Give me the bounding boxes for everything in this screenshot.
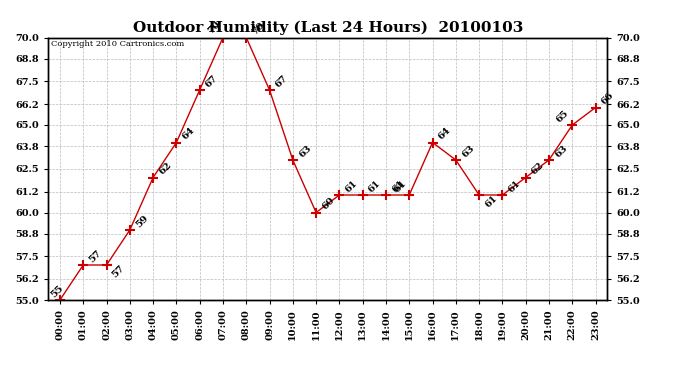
Text: 59: 59	[134, 213, 150, 229]
Text: 61: 61	[506, 178, 522, 194]
Text: 55: 55	[49, 283, 65, 299]
Text: 61: 61	[393, 178, 408, 194]
Text: 70: 70	[250, 21, 266, 37]
Text: 63: 63	[553, 143, 569, 159]
Text: 61: 61	[483, 194, 499, 210]
Text: 70: 70	[206, 20, 222, 35]
Text: 67: 67	[204, 73, 219, 89]
Text: 64: 64	[437, 126, 453, 142]
Text: 57: 57	[110, 264, 126, 279]
Text: 61: 61	[390, 178, 406, 194]
Text: 67: 67	[274, 73, 290, 89]
Text: 66: 66	[600, 91, 615, 107]
Text: 62: 62	[530, 161, 546, 177]
Text: 63: 63	[460, 143, 476, 159]
Text: 57: 57	[88, 248, 103, 264]
Text: 61: 61	[344, 178, 359, 194]
Text: 61: 61	[367, 178, 383, 194]
Text: 62: 62	[157, 161, 173, 177]
Text: 65: 65	[554, 108, 570, 124]
Text: 63: 63	[297, 143, 313, 159]
Text: 60: 60	[320, 196, 336, 212]
Text: 64: 64	[181, 126, 197, 142]
Title: Outdoor Humidity (Last 24 Hours)  20100103: Outdoor Humidity (Last 24 Hours) 2010010…	[132, 21, 523, 35]
Text: Copyright 2010 Cartronics.com: Copyright 2010 Cartronics.com	[51, 40, 184, 48]
